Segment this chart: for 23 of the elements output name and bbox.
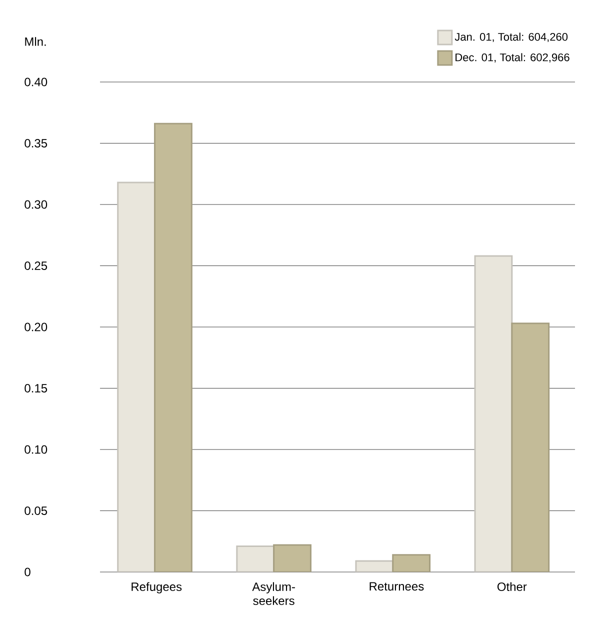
bar: [392, 554, 431, 572]
y-tick-label: 0.40: [24, 78, 48, 86]
bar: [117, 182, 156, 572]
bar: [236, 546, 275, 572]
y-tick-label: 0: [24, 568, 30, 576]
x-tick-label: Returnees: [370, 582, 424, 591]
y-tick-label: 0.20: [24, 322, 48, 332]
y-tick-label: 0.05: [24, 506, 48, 516]
bar: [511, 322, 550, 572]
x-tick-label: Refugees: [132, 582, 182, 594]
y-tick-label: 0.35: [24, 139, 48, 148]
y-tick-label: 0.10: [24, 445, 48, 454]
y-tick-label: 0.25: [24, 262, 48, 270]
legend-label: Dec. 01, Total: 602,966: [456, 53, 570, 63]
x-tick-label: Asylum-seekers: [252, 582, 295, 606]
bar: [154, 122, 192, 572]
x-tick-label: Other: [497, 582, 527, 592]
y-tick-label: 0.15: [24, 384, 48, 393]
y-tick-label: 0.30: [24, 200, 48, 209]
bar: [474, 255, 513, 572]
legend-label: Jan. 01, Total: 604,260: [454, 32, 568, 42]
y-axis-title: Mln.: [25, 37, 46, 46]
bar: [273, 544, 312, 572]
